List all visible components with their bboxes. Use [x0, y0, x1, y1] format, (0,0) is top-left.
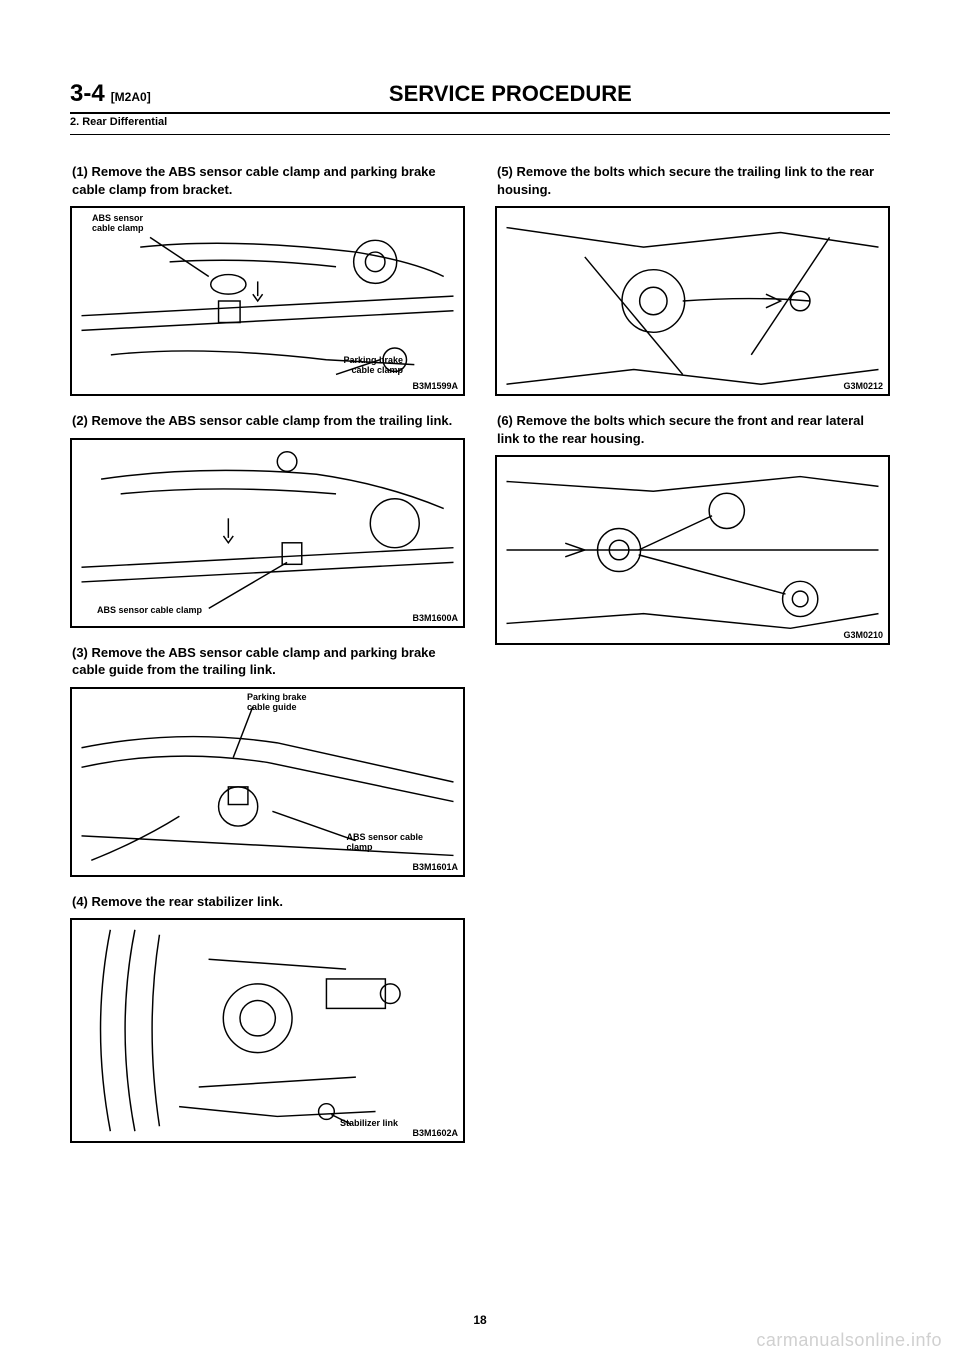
content-columns: (1) Remove the ABS sensor cable clamp an… [70, 163, 890, 1159]
sub-header: 2. Rear Differential [70, 116, 890, 135]
figure-code: G3M0210 [843, 630, 883, 640]
mech-drawing-icon [72, 920, 463, 1141]
label-parking-guide: Parking brake cable guide [247, 693, 307, 713]
mech-drawing-icon [72, 208, 463, 394]
right-column: (5) Remove the bolts which secure the tr… [495, 163, 890, 1159]
label-abs-clamp: ABS sensor cable clamp [92, 214, 144, 234]
figure-code: B3M1600A [412, 613, 458, 623]
label-abs-clamp: ABS sensor cable clamp [346, 833, 423, 853]
page-title: SERVICE PROCEDURE [131, 81, 890, 107]
label-parking-clamp: Parking brake cable clamp [343, 356, 403, 376]
section-number: 3-4 [70, 80, 105, 108]
figure-code: B3M1601A [412, 862, 458, 872]
figure-step2: ABS sensor cable clamp B3M1600A [70, 438, 465, 628]
step2-text: (2) Remove the ABS sensor cable clamp fr… [70, 412, 465, 430]
figure-code: B3M1602A [412, 1128, 458, 1138]
mech-drawing-icon [497, 208, 888, 394]
figure-step6: G3M0210 [495, 455, 890, 645]
mech-drawing-icon [72, 440, 463, 626]
step5-text: (5) Remove the bolts which secure the tr… [495, 163, 890, 198]
step1-text: (1) Remove the ABS sensor cable clamp an… [70, 163, 465, 198]
figure-step1: ABS sensor cable clamp Parking brake cab… [70, 206, 465, 396]
figure-step4: Stabilizer link B3M1602A [70, 918, 465, 1143]
figure-code: B3M1599A [412, 381, 458, 391]
step3-text: (3) Remove the ABS sensor cable clamp an… [70, 644, 465, 679]
figure-step3: Parking brake cable guide ABS sensor cab… [70, 687, 465, 877]
step6-text: (6) Remove the bolts which secure the fr… [495, 412, 890, 447]
label-abs-clamp: ABS sensor cable clamp [97, 606, 202, 616]
left-column: (1) Remove the ABS sensor cable clamp an… [70, 163, 465, 1159]
figure-step5: G3M0212 [495, 206, 890, 396]
figure-code: G3M0212 [843, 381, 883, 391]
watermark: carmanualsonline.info [756, 1330, 942, 1351]
step4-text: (4) Remove the rear stabilizer link. [70, 893, 465, 911]
mech-drawing-icon [497, 457, 888, 643]
page-header: 3-4 [M2A0] SERVICE PROCEDURE [70, 80, 890, 114]
label-stabilizer-link: Stabilizer link [340, 1119, 398, 1129]
page-number: 18 [473, 1313, 486, 1327]
